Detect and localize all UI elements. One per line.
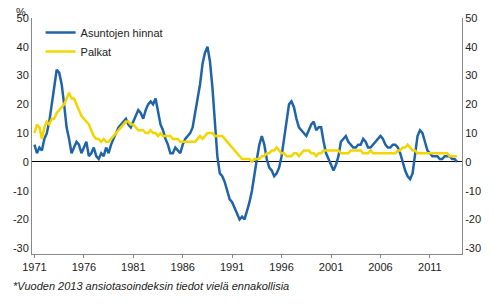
svg-text:0: 0 [465, 156, 471, 168]
svg-text:10: 10 [465, 127, 477, 139]
svg-text:20: 20 [17, 98, 29, 110]
svg-text:1976: 1976 [72, 261, 96, 273]
svg-text:2011: 2011 [418, 261, 442, 273]
svg-text:-10: -10 [13, 185, 29, 197]
svg-text:1971: 1971 [22, 261, 46, 273]
svg-text:2001: 2001 [319, 261, 343, 273]
svg-text:1996: 1996 [269, 261, 293, 273]
svg-text:%: % [16, 6, 26, 18]
svg-text:1981: 1981 [121, 261, 145, 273]
svg-text:20: 20 [465, 98, 477, 110]
svg-text:40: 40 [17, 41, 29, 53]
svg-text:-30: -30 [13, 242, 29, 254]
svg-text:-30: -30 [465, 242, 481, 254]
svg-text:30: 30 [465, 69, 477, 81]
svg-text:1991: 1991 [220, 261, 244, 273]
svg-text:0: 0 [23, 156, 29, 168]
svg-text:-10: -10 [465, 185, 481, 197]
svg-text:40: 40 [465, 41, 477, 53]
svg-text:2006: 2006 [368, 261, 392, 273]
svg-text:Asuntojen hinnat: Asuntojen hinnat [81, 27, 163, 39]
svg-text:10: 10 [17, 127, 29, 139]
svg-text:50: 50 [465, 12, 477, 24]
svg-text:30: 30 [17, 69, 29, 81]
svg-text:-20: -20 [13, 213, 29, 225]
svg-text:Palkat: Palkat [81, 46, 112, 58]
svg-text:*Vuoden 2013 ansiotasoindeksin: *Vuoden 2013 ansiotasoindeksin tiedot vi… [13, 280, 289, 292]
svg-text:50: 50 [17, 12, 29, 24]
svg-text:-20: -20 [465, 213, 481, 225]
svg-text:1986: 1986 [171, 261, 195, 273]
